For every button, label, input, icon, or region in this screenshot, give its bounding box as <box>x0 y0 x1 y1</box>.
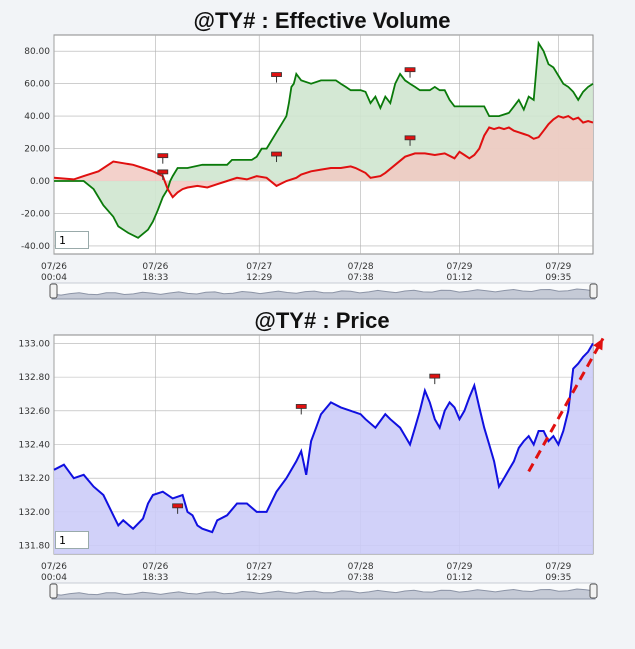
volume-y-tick-label: 80.00 <box>24 47 50 57</box>
volume-marker <box>404 135 416 141</box>
price-x-tick-date: 07/26 <box>142 562 168 572</box>
volume-x-tick-date: 07/26 <box>142 262 168 272</box>
price-navigator-right-handle[interactable] <box>589 583 598 599</box>
price-navigator-left-handle[interactable] <box>49 583 58 599</box>
price-y-tick-label: 132.60 <box>19 407 51 417</box>
volume-navigator-left-handle[interactable] <box>49 283 58 299</box>
volume-y-tick-label: -40.00 <box>21 242 50 252</box>
volume-y-tick-label: 60.00 <box>24 80 50 90</box>
volume-chart-title: @TY# : Effective Volume <box>194 8 451 33</box>
volume-plot-area: -40.00 -20.00 0.00 20.00 40.00 60.00 80.00 07/2… <box>21 34 598 300</box>
price-x-tick-date: 07/29 <box>447 562 473 572</box>
volume-x-tick-date: 07/29 <box>545 262 571 272</box>
price-x-tick-time: 00:04 <box>41 573 67 583</box>
volume-x-tick-date: 07/26 <box>41 262 67 272</box>
volume-x-tick-date: 07/29 <box>447 262 473 272</box>
price-plot-area: 131.80 132.00 132.20 132.40 132.60 132.80 133.… <box>19 334 605 600</box>
price-y-tick-label: 132.20 <box>19 474 51 484</box>
price-x-tick-date: 07/29 <box>545 562 571 572</box>
trend-arrow-head <box>593 338 603 351</box>
volume-y-tick-label: 0.00 <box>30 177 50 187</box>
price-navigator-series <box>51 588 596 600</box>
price-x-tick-date: 07/26 <box>41 562 67 572</box>
volume-period-input[interactable]: 1 <box>55 231 89 249</box>
volume-green-line <box>54 40 594 239</box>
price-y-tick-label: 133.00 <box>19 339 51 349</box>
price-x-tick-time: 01:12 <box>447 573 473 583</box>
volume-x-tick-date: 07/28 <box>348 262 374 272</box>
price-x-tick-time: 18:33 <box>142 573 168 583</box>
volume-navigator-series <box>51 288 596 300</box>
price-x-tick-date: 07/27 <box>246 562 272 572</box>
volume-x-tick-time: 18:33 <box>142 273 168 283</box>
price-x-tick-time: 12:29 <box>246 573 272 583</box>
price-period-input[interactable]: 1 <box>55 531 89 549</box>
price-area <box>54 343 593 554</box>
price-y-tick-label: 132.40 <box>19 441 51 451</box>
volume-x-tick-time: 00:04 <box>41 273 67 283</box>
volume-y-tick-label: -20.00 <box>21 209 50 219</box>
price-marker <box>172 503 184 509</box>
volume-marker <box>271 151 282 157</box>
price-line <box>53 342 594 534</box>
volume-x-tick-time: 12:29 <box>246 273 272 283</box>
volume-green-area <box>54 43 593 238</box>
volume-red-area <box>54 116 593 198</box>
volume-y-tick-label: 40.00 <box>24 112 50 122</box>
price-y-tick-label: 132.00 <box>19 508 51 518</box>
volume-marker <box>271 72 282 77</box>
volume-red-line <box>53 114 594 199</box>
volume-marker <box>157 169 169 175</box>
volume-marker <box>157 153 169 159</box>
volume-marker <box>404 67 416 73</box>
price-chart-title: @TY# : Price <box>254 308 389 333</box>
volume-navigator-right-handle[interactable] <box>589 283 598 299</box>
volume-y-tick-label: 20.00 <box>24 145 50 155</box>
price-x-tick-time: 07:38 <box>348 573 374 583</box>
price-y-tick-label: 131.80 <box>19 542 51 552</box>
price-marker <box>295 404 307 409</box>
volume-x-tick-date: 07/27 <box>246 262 272 272</box>
price-x-tick-date: 07/28 <box>348 562 374 572</box>
volume-x-tick-time: 09:35 <box>545 273 571 283</box>
volume-x-tick-time: 01:12 <box>447 273 473 283</box>
price-marker <box>429 373 441 379</box>
trend-arrow-line <box>527 337 605 473</box>
volume-x-tick-time: 07:38 <box>348 273 374 283</box>
price-x-tick-time: 09:35 <box>545 573 571 583</box>
price-y-tick-label: 132.80 <box>19 373 51 383</box>
